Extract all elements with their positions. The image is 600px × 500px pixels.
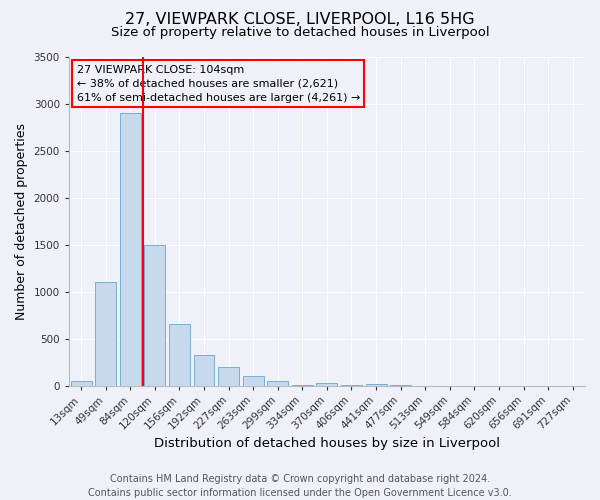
Bar [268, 381, 288, 386]
Text: 27 VIEWPARK CLOSE: 104sqm
← 38% of detached houses are smaller (2,621)
61% of se: 27 VIEWPARK CLOSE: 104sqm ← 38% of detac… [77, 64, 360, 102]
Y-axis label: Number of detached properties: Number of detached properties [15, 122, 28, 320]
Bar [95, 282, 116, 386]
Bar [120, 113, 141, 386]
Text: 27, VIEWPARK CLOSE, LIVERPOOL, L16 5HG: 27, VIEWPARK CLOSE, LIVERPOOL, L16 5HG [125, 12, 475, 28]
X-axis label: Distribution of detached houses by size in Liverpool: Distribution of detached houses by size … [154, 437, 500, 450]
Bar [194, 354, 214, 386]
Text: Size of property relative to detached houses in Liverpool: Size of property relative to detached ho… [110, 26, 490, 39]
Bar [71, 381, 92, 386]
Bar [218, 367, 239, 386]
Bar [169, 324, 190, 386]
Bar [145, 244, 166, 386]
Bar [365, 384, 386, 386]
Text: Contains HM Land Registry data © Crown copyright and database right 2024.
Contai: Contains HM Land Registry data © Crown c… [88, 474, 512, 498]
Bar [243, 376, 263, 386]
Bar [316, 382, 337, 386]
